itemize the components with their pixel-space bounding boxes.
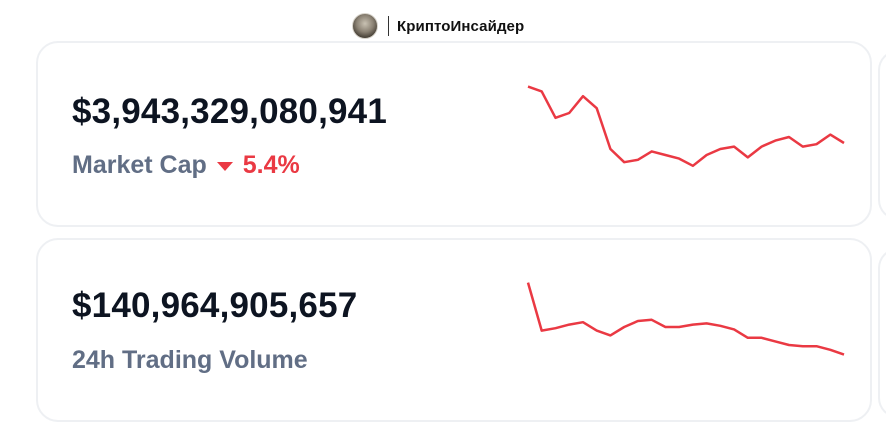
market-cap-change: 5.4% (216, 151, 300, 180)
market-cap-label: Market Cap (72, 151, 207, 179)
header-divider (388, 16, 389, 36)
avatar-portrait-icon (352, 13, 378, 39)
trading-volume-sparkline (526, 282, 845, 356)
trading-volume-label: 24h Trading Volume (72, 346, 308, 374)
header: КриптоИнсайдер (352, 12, 524, 40)
brand-name: КриптоИнсайдер (397, 17, 525, 35)
next-card-edge[interactable] (878, 248, 886, 418)
caret-down-icon (216, 162, 233, 171)
market-cap-change-value: 5.4% (242, 151, 300, 179)
next-card-edge[interactable] (878, 50, 886, 220)
trading-volume-card[interactable]: $140,964,905,657 24h Trading Volume (36, 238, 872, 422)
market-cap-value: $3,943,329,080,941 (72, 92, 388, 131)
market-cap-label-row: Market Cap 5.4% (72, 151, 300, 180)
trading-volume-value: $140,964,905,657 (72, 286, 358, 325)
sparkline-series-line (526, 282, 845, 356)
market-cap-card[interactable]: $3,943,329,080,941 Market Cap 5.4% (36, 41, 872, 227)
market-cap-sparkline (527, 85, 845, 168)
sparkline-series-line (527, 85, 845, 168)
trading-volume-label-row: 24h Trading Volume (72, 346, 308, 375)
